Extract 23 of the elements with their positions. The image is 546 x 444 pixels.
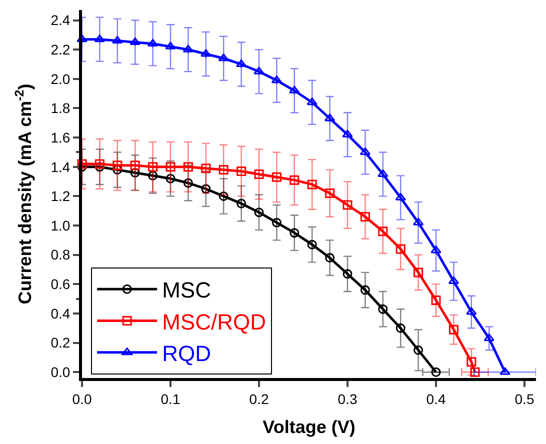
legend-label: MSC bbox=[162, 278, 212, 303]
y-tick-label: 1.2 bbox=[50, 188, 70, 204]
y-tick-label: 1.0 bbox=[50, 217, 70, 234]
legend-label: RQD bbox=[162, 340, 211, 366]
legend-label: MSC/RQD bbox=[162, 309, 266, 334]
y-tick-label: 2.0 bbox=[50, 70, 70, 87]
x-tick-label: 0.3 bbox=[338, 390, 358, 407]
y-tick-label: 0.2 bbox=[50, 334, 70, 351]
x-tick-label: 0.0 bbox=[72, 390, 92, 407]
x-tick-label: 0.1 bbox=[160, 390, 180, 407]
x-axis-title: Voltage (V) bbox=[262, 416, 356, 437]
y-tick-label: 0.4 bbox=[50, 305, 70, 322]
y-tick-label: 0.0 bbox=[50, 364, 70, 380]
x-tick-label: 0.2 bbox=[249, 390, 269, 407]
x-tick-label: 0.4 bbox=[426, 390, 446, 407]
y-tick-label: 0.8 bbox=[50, 246, 70, 263]
y-tick-label: 0.6 bbox=[50, 276, 70, 292]
y-tick-label: 2.2 bbox=[50, 41, 70, 58]
y-tick-label: 1.4 bbox=[50, 158, 70, 175]
y-tick-label: 1.8 bbox=[50, 100, 70, 116]
y-tick-label: 1.6 bbox=[50, 129, 70, 146]
y-tick-label: 2.4 bbox=[50, 12, 70, 28]
x-tick-label: 0.5 bbox=[514, 390, 534, 407]
